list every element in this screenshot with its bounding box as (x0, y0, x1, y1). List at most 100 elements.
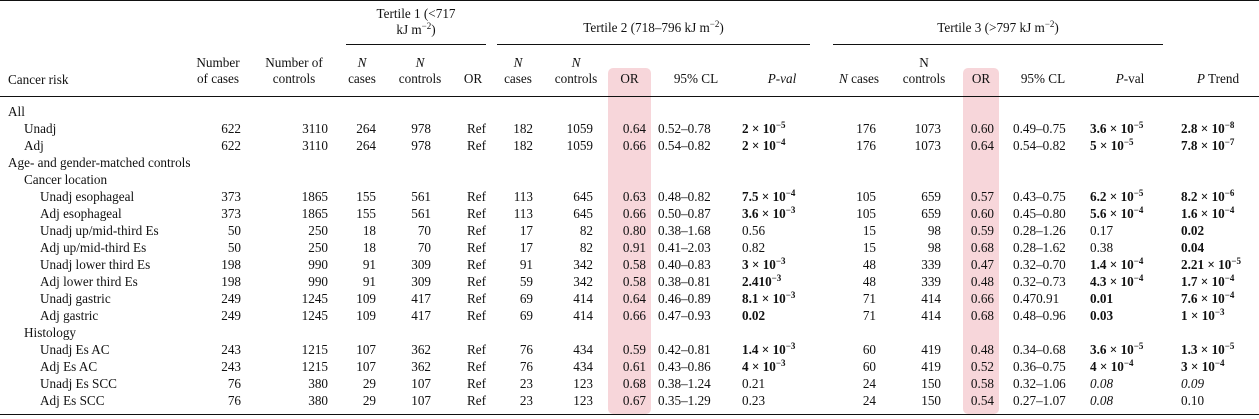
row-label: Unadj Es AC (40, 342, 110, 357)
cell-t1c: 417 (411, 308, 431, 323)
cell-t3c: 414 (921, 308, 941, 323)
cell-t3n: 15 (862, 223, 876, 238)
cell-controls: 990 (308, 257, 328, 272)
cell-t2p: 0.21 (742, 376, 766, 391)
cell-t2c: 434 (573, 342, 593, 357)
tertile2-header: Tertile 2 (718–796 kJ m−2) (583, 19, 724, 36)
cell-t1n: 155 (356, 206, 376, 221)
cell-t1c: 978 (411, 121, 431, 136)
cell-t2c: 645 (573, 189, 593, 204)
cell-t2cl: 0.43–0.86 (658, 359, 711, 374)
cell-t3cl: 0.32–1.06 (1013, 376, 1066, 391)
cell-t2p: 7.5 × 10−4 (742, 188, 796, 205)
cell-pt: 0.09 (1181, 376, 1205, 391)
cell-t2cl: 0.38–1.68 (658, 223, 711, 238)
cell-t3p: 0.03 (1090, 308, 1114, 323)
number-of-cases-header-2: of cases (196, 71, 240, 86)
cell-t3or: 0.52 (970, 359, 994, 374)
t3-or-highlight (963, 68, 999, 414)
cell-cases: 373 (221, 189, 241, 204)
cell-t2or: 0.66 (622, 206, 646, 221)
cell-pt: 2.8 × 10−8 (1181, 120, 1235, 137)
row-label: Adj esophageal (40, 206, 122, 221)
cell-t1or: Ref (466, 189, 486, 204)
cell-t1c: 107 (411, 393, 431, 408)
cell-t2or: 0.64 (622, 121, 646, 136)
cell-t3p: 5.6 × 10−4 (1090, 205, 1144, 222)
cell-t1c: 417 (411, 291, 431, 306)
cell-t3p: 0.38 (1090, 240, 1114, 255)
cell-pt: 0.04 (1181, 240, 1205, 255)
cell-t3c: 1073 (914, 138, 941, 153)
cell-t3cl: 0.28–1.62 (1013, 240, 1066, 255)
cell-controls: 380 (308, 376, 328, 391)
row-label: Unadj lower third Es (40, 257, 151, 272)
cell-t2n: 69 (519, 308, 533, 323)
cell-t2cl: 0.38–1.24 (658, 376, 711, 391)
cell-t1c: 107 (411, 376, 431, 391)
cell-t2n: 17 (519, 223, 533, 238)
cell-t2or: 0.80 (622, 223, 646, 238)
row-label: Unadj esophageal (40, 189, 135, 204)
cell-t3cl: 0.34–0.68 (1013, 342, 1066, 357)
cell-t3cl: 0.27–1.07 (1013, 393, 1066, 408)
cell-t3or: 0.58 (970, 376, 994, 391)
cell-t3c: 659 (921, 189, 941, 204)
cell-controls: 1245 (301, 308, 328, 323)
cell-t3cl: 0.470.91 (1013, 291, 1060, 306)
t2-cl-header: 95% CL (673, 71, 719, 86)
cell-t1or: Ref (466, 274, 486, 289)
cell-t1n: 107 (356, 342, 376, 357)
row-label: Adj lower third Es (40, 274, 138, 289)
row-label: Adj Es AC (40, 359, 98, 374)
cell-t3c: 1073 (914, 121, 941, 136)
row-label: All (8, 104, 25, 119)
cell-t2c: 123 (573, 376, 593, 391)
cell-t2or: 0.58 (622, 274, 646, 289)
cell-t3n: 105 (856, 189, 876, 204)
cell-t3cl: 0.48–0.96 (1013, 308, 1066, 323)
cell-t3c: 150 (921, 393, 941, 408)
cell-controls: 3110 (302, 138, 328, 153)
cell-t2n: 113 (513, 206, 533, 221)
cell-t3or: 0.59 (970, 223, 994, 238)
cell-t3p: 0.08 (1090, 376, 1114, 391)
cell-t2n: 69 (519, 291, 533, 306)
cell-t2p: 2 × 10−4 (742, 137, 786, 154)
cell-t3c: 339 (921, 274, 941, 289)
cell-t3or: 0.48 (970, 342, 994, 357)
cell-t3or: 0.57 (970, 189, 994, 204)
cell-t2p: 0.23 (742, 393, 766, 408)
cell-t3or: 0.47 (970, 257, 994, 272)
cell-t2p: 4 × 10−3 (742, 358, 786, 375)
cell-t3n: 71 (862, 308, 876, 323)
cell-t1or: Ref (466, 342, 486, 357)
cell-controls: 3110 (302, 121, 328, 136)
cell-t3or: 0.60 (970, 121, 994, 136)
cell-t3c: 419 (921, 342, 941, 357)
cell-t1c: 309 (411, 257, 431, 272)
cell-t3n: 60 (862, 342, 876, 357)
cell-t1c: 70 (417, 240, 431, 255)
cell-t1or: Ref (466, 393, 486, 408)
cell-t2or: 0.63 (622, 189, 646, 204)
cell-t2cl: 0.38–0.81 (658, 274, 711, 289)
cell-t2c: 1059 (566, 121, 593, 136)
cell-t3p: 1.4 × 10−4 (1090, 256, 1144, 273)
cell-t2p: 8.1 × 10−3 (742, 290, 796, 307)
t3-n-controls-header-1: N (919, 55, 929, 70)
cell-t2c: 414 (573, 291, 593, 306)
cell-t3n: 105 (856, 206, 876, 221)
cell-controls: 1865 (301, 206, 328, 221)
cell-controls: 990 (308, 274, 328, 289)
cell-t3p: 0.01 (1090, 291, 1114, 306)
cell-t3cl: 0.49–0.75 (1013, 121, 1066, 136)
cell-t3or: 0.54 (970, 393, 994, 408)
cell-t3p: 0.08 (1090, 393, 1114, 408)
t3-cl-header: 95% CL (1020, 71, 1066, 86)
cell-controls: 250 (308, 223, 328, 238)
cancer-risk-header: Cancer risk (8, 72, 69, 87)
cell-t2c: 82 (579, 223, 593, 238)
cell-t2cl: 0.41–2.03 (658, 240, 711, 255)
cell-t3cl: 0.36–0.75 (1013, 359, 1066, 374)
